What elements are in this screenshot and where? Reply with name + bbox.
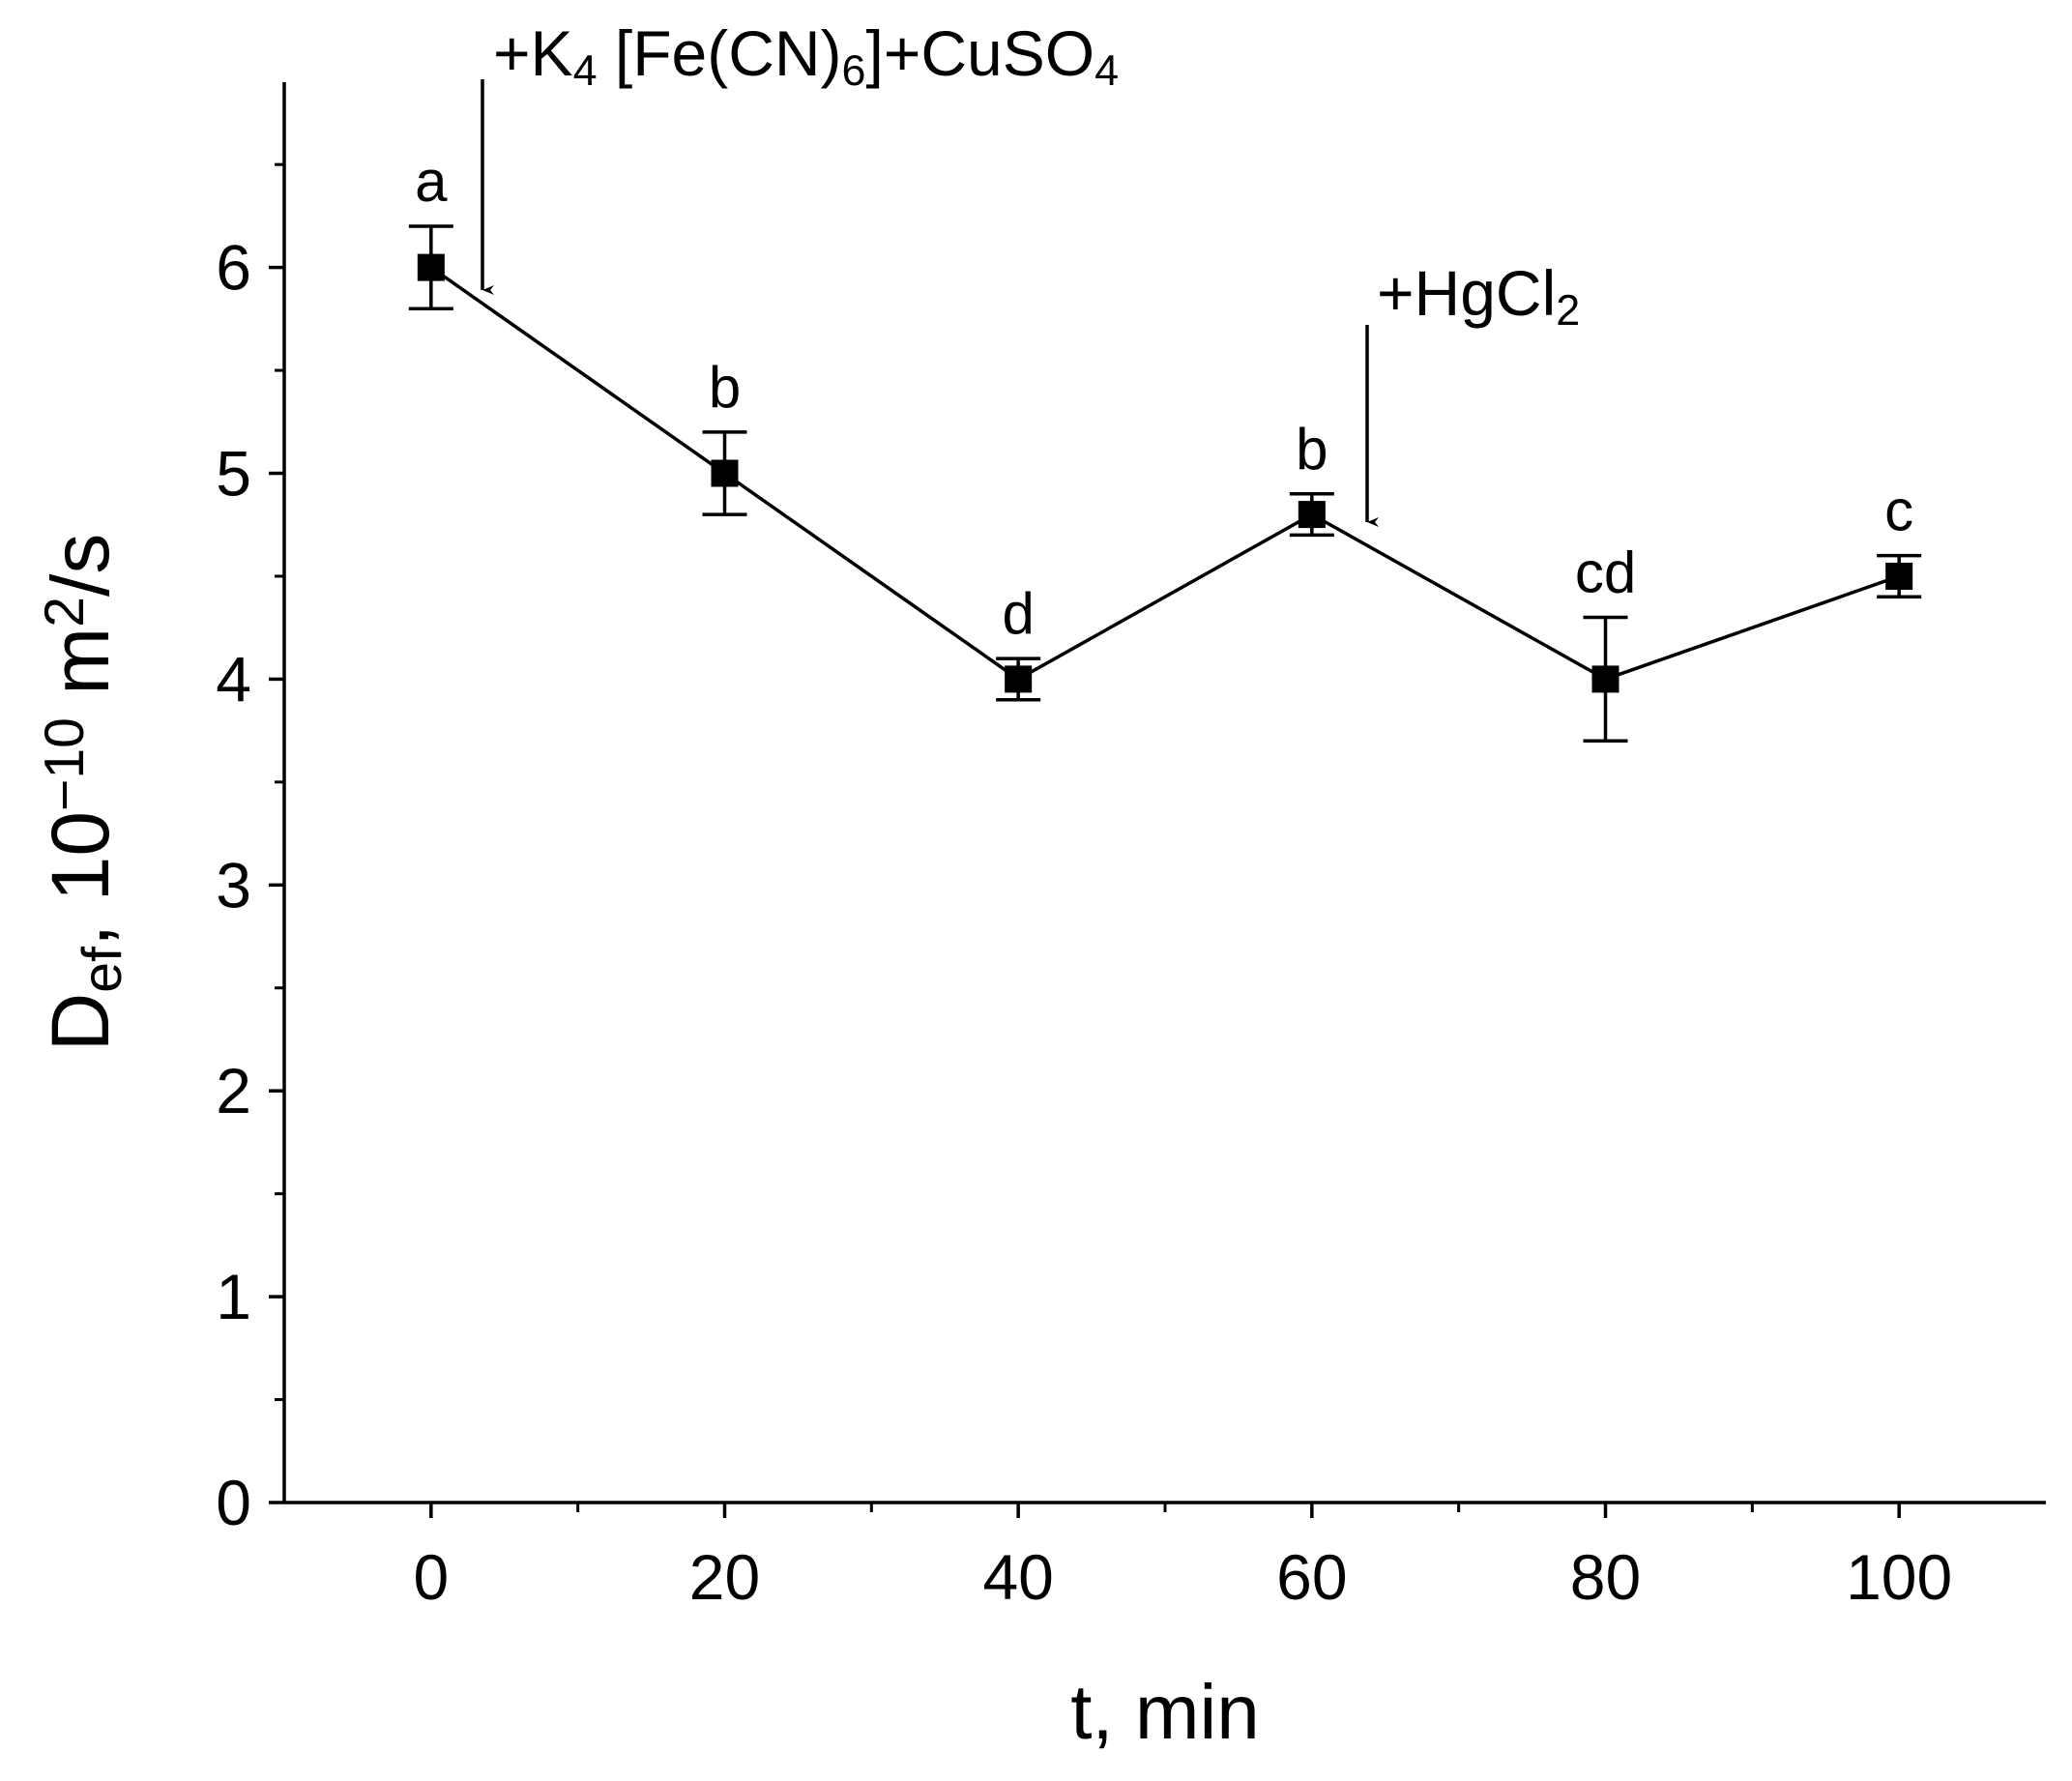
- annotation-part: 2: [1556, 285, 1580, 335]
- x-tick-label: 80: [1570, 1541, 1641, 1613]
- x-tick-label: 40: [982, 1541, 1053, 1613]
- data-point: [711, 459, 739, 487]
- x-tick-label: 0: [413, 1541, 449, 1613]
- annotation-part: ]+CuSO: [866, 17, 1095, 89]
- y-axis-title-part: /s: [35, 534, 126, 597]
- point-label: cd: [1575, 540, 1636, 605]
- point-label: b: [709, 355, 741, 420]
- y-tick-label: 6: [216, 232, 251, 304]
- annotation-part: 6: [842, 45, 866, 95]
- annotation: +HgCl2: [1377, 257, 1580, 335]
- annotation-part: 4: [573, 45, 598, 95]
- y-tick-label: 4: [216, 643, 251, 715]
- data-point: [1885, 562, 1913, 590]
- annotation-part: 4: [1094, 45, 1119, 95]
- data-point: [1005, 665, 1033, 693]
- y-tick-label: 2: [216, 1055, 251, 1126]
- y-axis-title-part: D: [35, 993, 126, 1052]
- x-axis-title: t, min: [1070, 1669, 1260, 1755]
- x-tick-label: 20: [689, 1541, 760, 1613]
- data-point: [417, 253, 445, 281]
- y-axis-title: Def, 10−10 m2/s: [34, 534, 132, 1052]
- annotation-part: [Fe(CN): [598, 17, 842, 89]
- y-axis-title-part: −10: [34, 717, 96, 811]
- point-label: a: [415, 149, 448, 214]
- y-tick-label: 0: [216, 1467, 251, 1538]
- data-line: [429, 266, 1900, 682]
- data-point: [1591, 665, 1620, 693]
- point-label: b: [1296, 417, 1328, 482]
- x-tick-label: 100: [1846, 1541, 1952, 1613]
- y-axis-title-part: ef: [72, 947, 133, 993]
- y-axis-title-part: m: [35, 628, 126, 717]
- y-tick-label: 5: [216, 438, 251, 510]
- annotation: +K4 [Fe(CN)6]+CuSO4: [493, 17, 1119, 95]
- point-label: c: [1884, 479, 1913, 543]
- annotation-part: +K: [493, 17, 573, 89]
- data-point: [1298, 501, 1326, 529]
- y-tick-label: 1: [216, 1261, 251, 1332]
- annotation-part: +HgCl: [1377, 257, 1556, 329]
- point-label: d: [1002, 581, 1034, 646]
- y-axis-title-part: 2: [34, 597, 96, 628]
- x-tick-label: 60: [1276, 1541, 1347, 1613]
- y-axis-title-part: , 10: [35, 811, 126, 947]
- y-tick-label: 3: [216, 849, 251, 920]
